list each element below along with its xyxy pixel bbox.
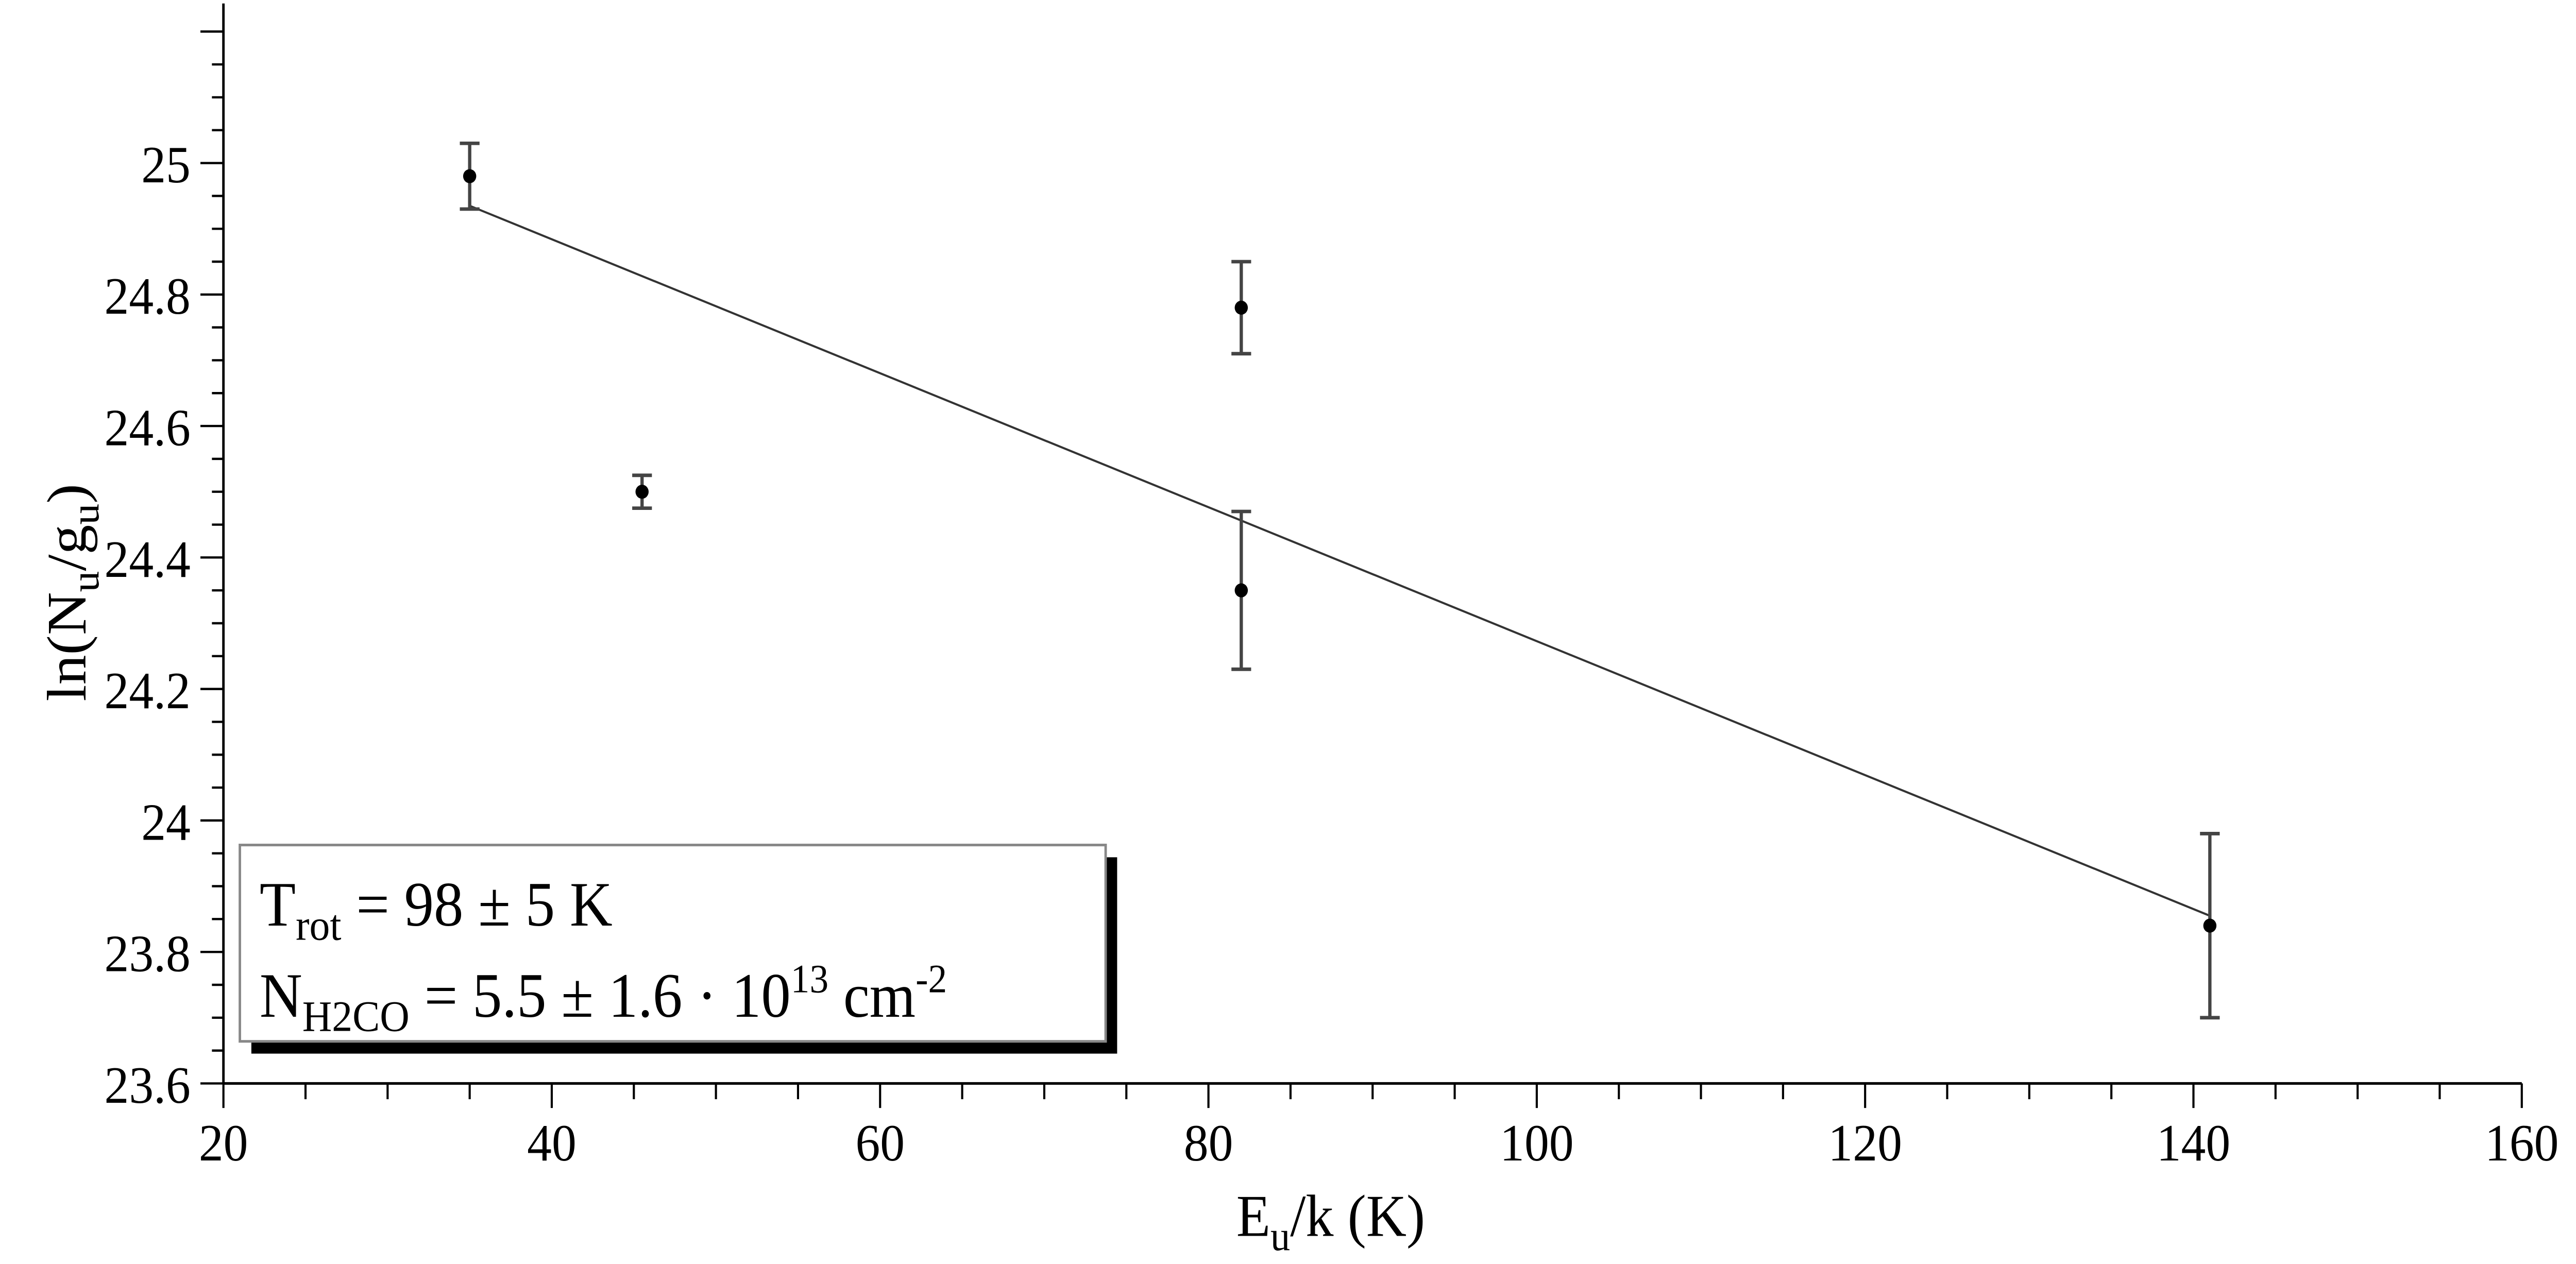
x-tick-label: 160 bbox=[2485, 1114, 2558, 1172]
annotation-box: Trot = 98 ± 5 K NH2CO = 5.5 ± 1.6 · 1013… bbox=[239, 843, 1117, 1054]
y-axis-label: ln(Nu/gu) bbox=[36, 484, 108, 701]
data-point bbox=[2203, 918, 2217, 933]
data-point-group bbox=[632, 473, 652, 510]
x-tick-label: 120 bbox=[1828, 1114, 1902, 1172]
y-tick-label: 23.8 bbox=[105, 925, 191, 983]
annotation-frame bbox=[239, 843, 1107, 1043]
x-tick-label: 60 bbox=[855, 1114, 905, 1172]
x-tick-label: 140 bbox=[2157, 1114, 2230, 1172]
annotation-column-density: NH2CO = 5.5 ± 1.6 · 1013 cm-2 bbox=[260, 956, 947, 1040]
y-tick-label: 24.4 bbox=[105, 531, 191, 588]
data-point bbox=[635, 485, 649, 499]
data-point-group bbox=[460, 141, 480, 211]
y-tick-label: 23.6 bbox=[105, 1056, 191, 1114]
y-tick-label: 25 bbox=[141, 136, 191, 194]
annotation-trot: Trot = 98 ± 5 K bbox=[260, 869, 613, 949]
y-tick-label: 24.8 bbox=[105, 267, 191, 325]
data-point-group bbox=[1231, 509, 1251, 671]
data-point bbox=[1234, 583, 1248, 597]
data-point bbox=[463, 169, 477, 183]
x-tick-label: 100 bbox=[1500, 1114, 1573, 1172]
x-tick-label: 20 bbox=[199, 1114, 248, 1172]
y-tick-label: 24.2 bbox=[105, 662, 191, 720]
y-tick-label: 24.6 bbox=[105, 399, 191, 457]
data-point bbox=[1234, 300, 1248, 315]
fit-line bbox=[469, 204, 2211, 917]
x-tick-label: 80 bbox=[1184, 1114, 1233, 1172]
data-point-group bbox=[2200, 832, 2220, 1020]
data-point-group bbox=[1231, 260, 1251, 356]
x-axis-label: Eu/k (K) bbox=[1236, 1183, 1425, 1259]
marks bbox=[460, 141, 2220, 1020]
axes: 20 40 60 80 100 120 140 160 23.6 23.8 24 24.2 24.4 24… bbox=[105, 3, 2559, 1172]
y-tick-label: 24 bbox=[141, 794, 191, 851]
x-tick-label: 40 bbox=[527, 1114, 577, 1172]
